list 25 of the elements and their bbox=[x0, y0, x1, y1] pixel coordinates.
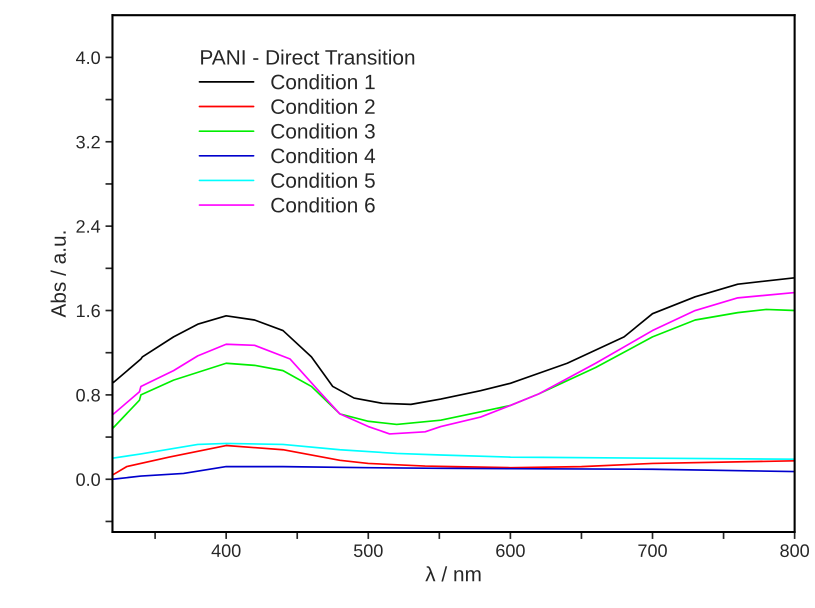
y-tick-label: 1.6 bbox=[76, 304, 100, 318]
legend-label: Condition 3 bbox=[271, 123, 375, 139]
legend-label: Condition 5 bbox=[271, 172, 375, 188]
y-tick-label: 3.2 bbox=[76, 136, 100, 148]
y-tick-label: 4.0 bbox=[76, 51, 100, 64]
y-tick-label: 0.0 bbox=[76, 473, 100, 486]
y-tick-label: 0.8 bbox=[76, 388, 100, 402]
x-tick-label: 500 bbox=[354, 544, 383, 558]
x-tick-label: 400 bbox=[212, 544, 241, 558]
legend-title: PANI - Direct Transition bbox=[201, 49, 414, 65]
y-tick-label: 2.4 bbox=[76, 220, 100, 233]
x-axis-title: λ / nm bbox=[425, 566, 481, 582]
legend-label: Condition 2 bbox=[271, 98, 375, 114]
line-series bbox=[112, 292, 795, 435]
legend-label: Condition 1 bbox=[271, 74, 375, 90]
line-series bbox=[112, 444, 795, 476]
line-series bbox=[112, 308, 795, 430]
line-series bbox=[112, 442, 795, 460]
x-tick-label: 700 bbox=[638, 544, 667, 558]
x-tick-label: 800 bbox=[780, 544, 809, 558]
line-series bbox=[112, 466, 795, 480]
legend-label: Condition 6 bbox=[271, 197, 375, 213]
x-tick-label: 600 bbox=[496, 544, 525, 558]
legend-label: Condition 4 bbox=[271, 148, 376, 164]
y-axis-title: Abs / a.u. bbox=[50, 231, 66, 318]
